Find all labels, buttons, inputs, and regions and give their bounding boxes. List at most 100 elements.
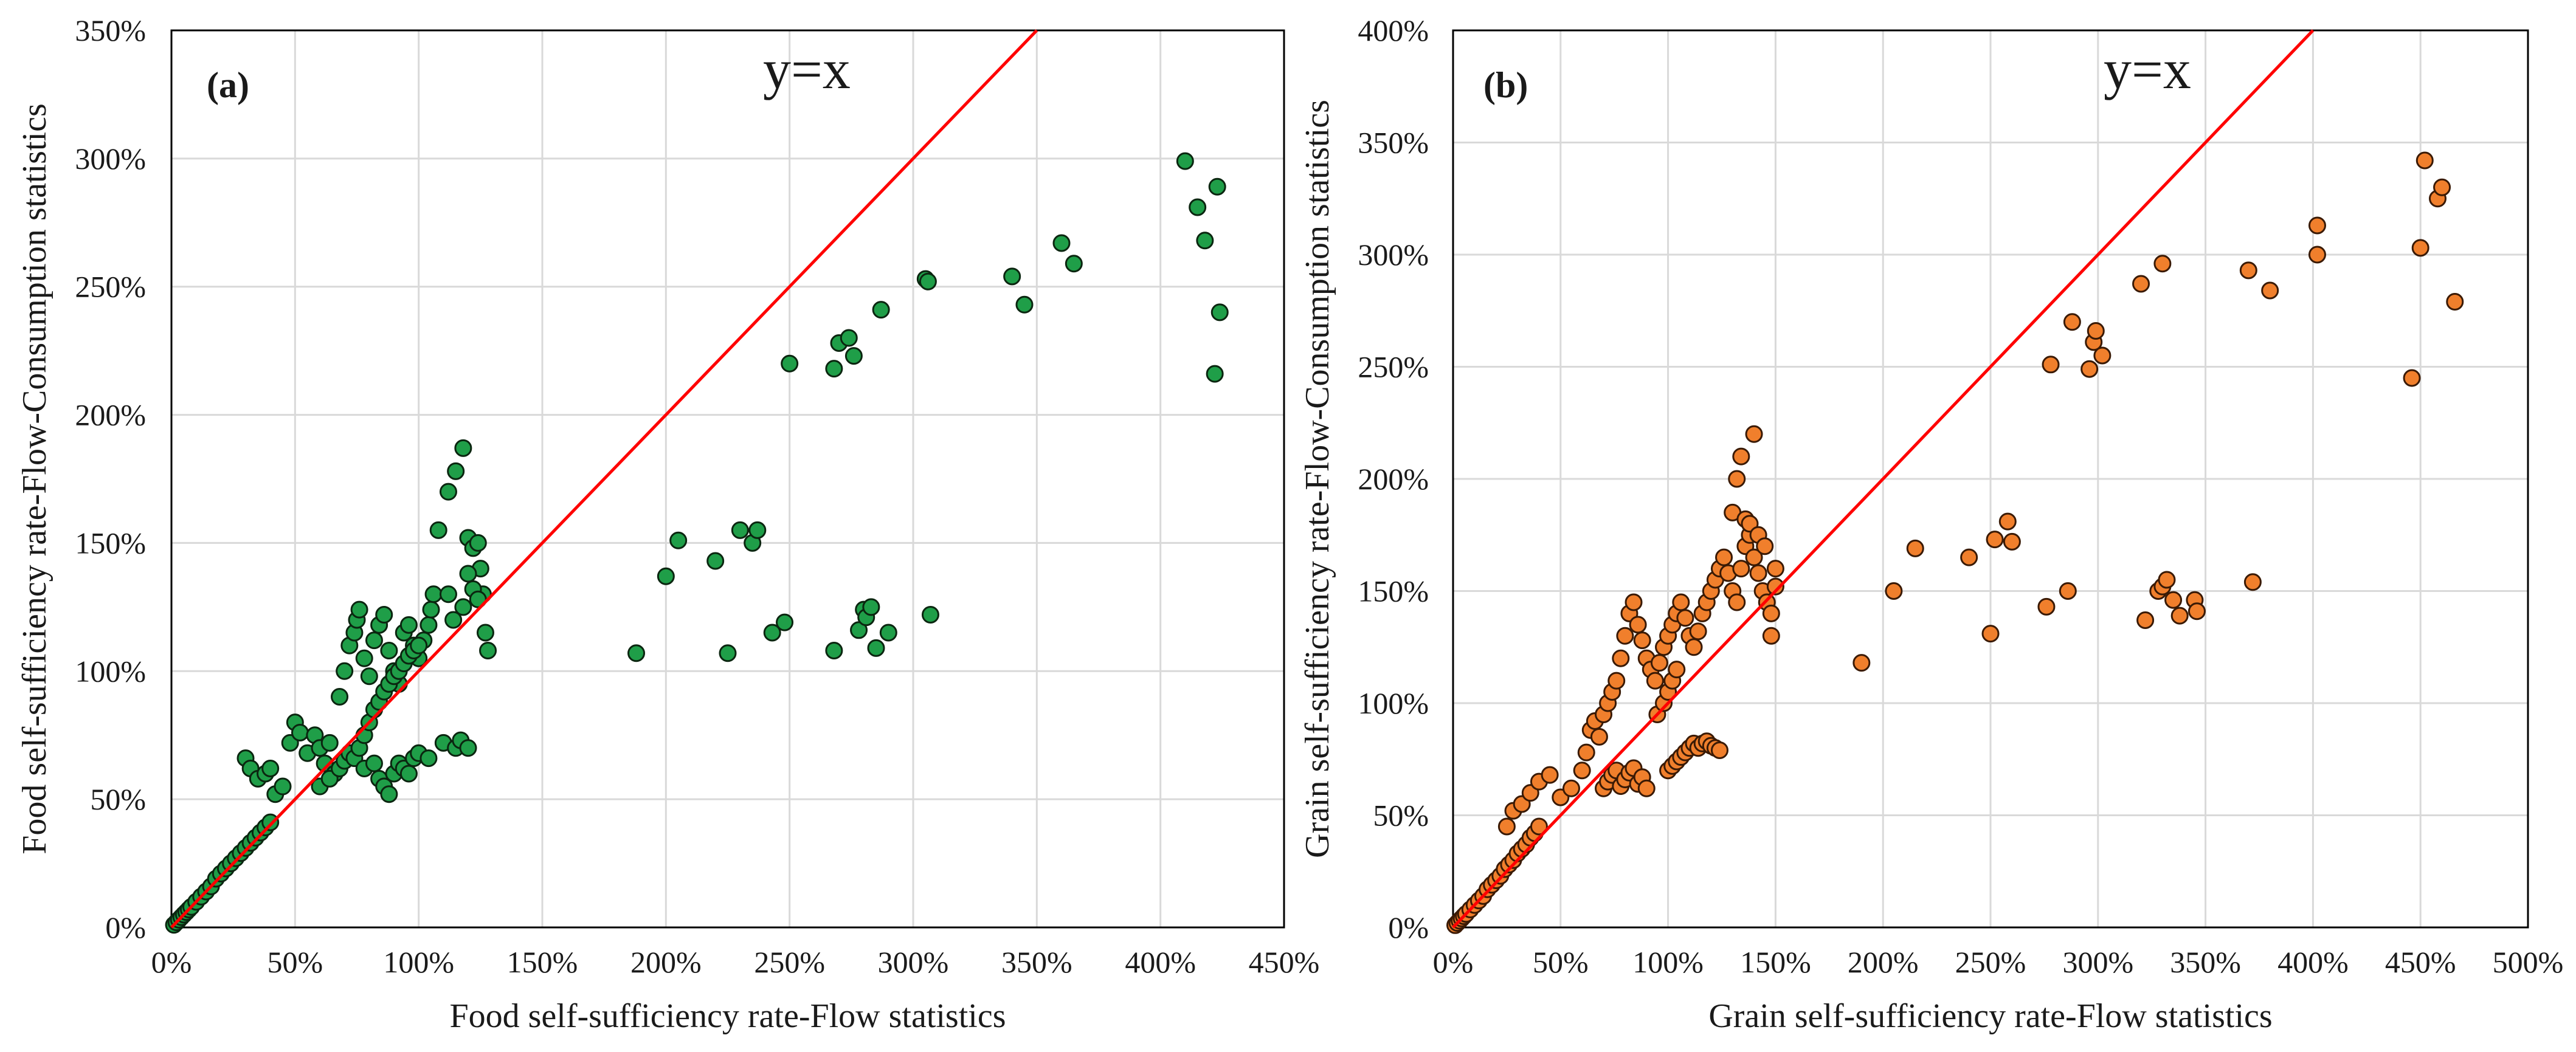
data-point (459, 565, 477, 583)
data-point (2403, 369, 2421, 387)
data-point (1668, 661, 1686, 679)
data-point (380, 785, 398, 803)
data-point (476, 624, 494, 642)
data-point (1906, 539, 1924, 557)
data-point (261, 760, 280, 778)
data-point (1206, 365, 1224, 383)
data-point (719, 644, 737, 662)
data-point (1672, 593, 1690, 611)
data-point (399, 765, 418, 783)
data-point (2153, 255, 2172, 273)
data-point (1646, 672, 1664, 690)
y-tick-label: 200% (75, 398, 146, 432)
data-point (731, 521, 749, 539)
data-point (2093, 346, 2112, 365)
data-point (454, 598, 472, 616)
data-point (1710, 741, 1728, 759)
data-point (1998, 512, 2017, 531)
data-point (1208, 177, 1226, 196)
data-point (921, 606, 939, 624)
x-tick-label: 100% (383, 945, 454, 979)
data-point (1530, 817, 1548, 836)
y-tick-label: 400% (1358, 13, 1429, 47)
y-tick-label: 350% (75, 13, 146, 47)
data-point (1003, 267, 1021, 286)
panel-label: (b) (1483, 65, 1528, 105)
data-point (336, 662, 354, 680)
data-point (1762, 627, 1780, 645)
data-point (840, 329, 858, 347)
data-point (331, 687, 349, 706)
data-point (420, 616, 438, 634)
data-point (1986, 531, 2004, 549)
data-point (1637, 779, 1656, 797)
y-tick-label: 350% (1358, 126, 1429, 160)
data-point (2087, 321, 2105, 340)
data-point (1766, 577, 1784, 596)
data-point (1732, 560, 1750, 578)
panel-label: (a) (207, 65, 249, 105)
data-point (469, 534, 487, 552)
data-point (879, 624, 897, 642)
data-point (657, 567, 675, 585)
x-axis-label: Grain self-sufficiency rate-Flow statist… (1708, 997, 2272, 1035)
data-point (291, 723, 309, 741)
y-tick-label: 0% (1388, 910, 1429, 944)
data-point (1562, 779, 1580, 797)
data-point (1745, 548, 1763, 566)
data-point (422, 600, 440, 619)
data-point (2037, 597, 2056, 616)
data-point (825, 360, 843, 378)
data-point (375, 606, 393, 624)
data-point (1577, 743, 1595, 761)
data-point (844, 347, 863, 365)
data-point (1541, 766, 1559, 784)
x-tick-label: 300% (878, 945, 949, 979)
x-tick-label: 400% (1125, 945, 1196, 979)
y-tick-label: 150% (1358, 574, 1429, 608)
data-point (459, 739, 477, 757)
data-point (1176, 152, 1194, 170)
data-point (365, 631, 383, 650)
data-point (867, 639, 885, 657)
data-point (454, 439, 472, 457)
data-point (1749, 564, 1767, 582)
reference-line-y-equals-x (170, 29, 1038, 929)
data-point (2308, 246, 2326, 264)
data-point (2063, 313, 2081, 331)
x-tick-label: 350% (2170, 945, 2241, 979)
data-point (1196, 232, 1214, 250)
data-point (1015, 295, 1034, 314)
data-point (2170, 607, 2189, 625)
x-tick-label: 200% (1848, 945, 1919, 979)
y-tick-label: 0% (105, 910, 146, 944)
data-point (2261, 281, 2279, 300)
y-axis-label: Food self-sufficiency rate-Flow-Consumpt… (16, 103, 54, 854)
data-point (355, 649, 373, 667)
data-point (763, 624, 781, 642)
data-point (1625, 593, 1643, 611)
data-point (1853, 654, 1871, 672)
equation-annotation: y=x (763, 38, 851, 100)
data-point (1766, 560, 1784, 578)
y-tick-label: 100% (1358, 686, 1429, 720)
equation-annotation: y=x (2104, 38, 2191, 100)
x-tick-label: 150% (507, 945, 578, 979)
x-tick-label: 100% (1632, 945, 1704, 979)
x-tick-label: 50% (1533, 945, 1589, 979)
y-tick-label: 200% (1358, 462, 1429, 496)
data-point (919, 272, 937, 291)
y-tick-label: 300% (1358, 238, 1429, 272)
data-point (1762, 604, 1780, 622)
data-point (274, 777, 292, 796)
data-point (1728, 593, 1746, 611)
data-point (706, 552, 725, 570)
x-tick-label: 250% (1955, 945, 2026, 979)
data-point (781, 354, 799, 373)
data-point (825, 642, 843, 660)
x-tick-label: 200% (630, 945, 702, 979)
data-point (1676, 609, 1694, 627)
x-axis-label: Food self-sufficiency rate-Flow statisti… (449, 997, 1006, 1035)
y-tick-label: 300% (75, 142, 146, 176)
